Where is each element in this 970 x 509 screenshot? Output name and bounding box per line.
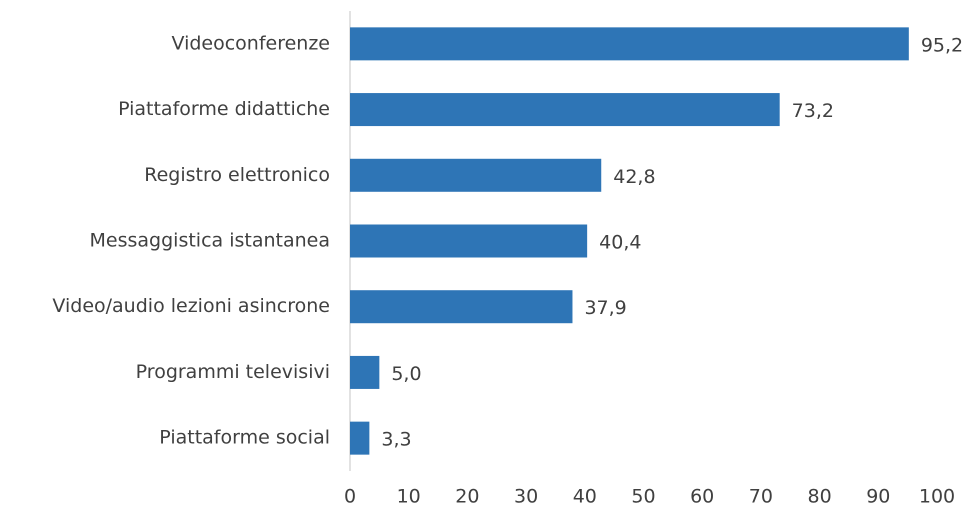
y-tick-label: Piattaforme social — [159, 427, 330, 449]
y-tick-label: Messaggistica istantanea — [90, 230, 330, 252]
bar — [350, 421, 370, 455]
x-tick-label: 70 — [749, 486, 773, 508]
x-tick-label: 60 — [690, 486, 714, 508]
bar — [350, 158, 602, 192]
value-label: 5,0 — [391, 363, 421, 385]
x-tick-label: 20 — [455, 486, 479, 508]
bar — [350, 93, 780, 127]
x-tick-label: 50 — [631, 486, 655, 508]
bar — [350, 290, 573, 324]
bar — [350, 27, 909, 61]
x-tick-label: 30 — [514, 486, 538, 508]
y-tick-label: Registro elettronico — [144, 164, 330, 186]
x-tick-label: 100 — [919, 486, 955, 508]
value-label: 95,2 — [921, 34, 963, 56]
bar — [350, 224, 588, 258]
y-tick-label: Videoconferenze — [171, 32, 330, 54]
x-tick-label: 0 — [344, 486, 356, 508]
y-tick-label: Video/audio lezioni asincrone — [52, 295, 330, 317]
value-label: 37,9 — [584, 297, 626, 319]
x-tick-label: 10 — [397, 486, 421, 508]
value-label: 42,8 — [613, 166, 655, 188]
x-tick-label: 40 — [573, 486, 597, 508]
x-tick-label: 90 — [866, 486, 890, 508]
value-label: 73,2 — [792, 100, 834, 122]
value-label: 3,3 — [381, 429, 411, 451]
bar — [350, 355, 380, 389]
x-tick-label: 80 — [808, 486, 832, 508]
y-tick-label: Piattaforme didattiche — [118, 98, 330, 120]
y-tick-label: Programmi televisivi — [136, 361, 330, 383]
value-label: 40,4 — [599, 232, 641, 254]
